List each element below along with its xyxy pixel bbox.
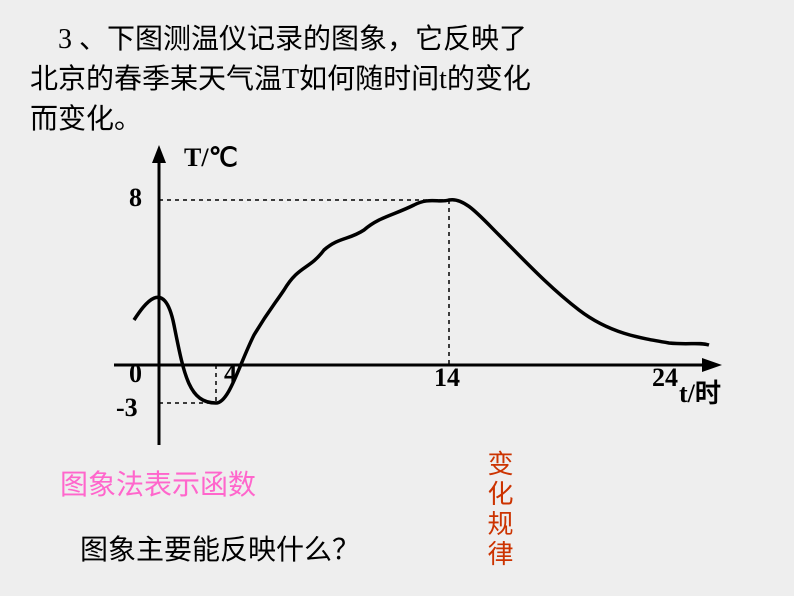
xtick-24: 24 bbox=[652, 363, 678, 393]
bottom-question: 图象主要能反映什么？ bbox=[80, 528, 360, 568]
question-line3: 而变化。 bbox=[30, 100, 142, 141]
x-axis-arrow bbox=[702, 358, 722, 372]
temperature-chart: T/℃ t/时 8 0 -3 4 14 24 bbox=[104, 145, 724, 460]
question-line2: 北京的春季某天气温T如何随时间t的变化 bbox=[30, 60, 531, 101]
ytick-8: 8 bbox=[129, 183, 142, 213]
chart-svg bbox=[104, 145, 724, 460]
x-axis-label: t/时 bbox=[679, 373, 721, 410]
temperature-curve bbox=[134, 200, 709, 403]
xtick-4: 4 bbox=[224, 359, 237, 389]
xtick-14: 14 bbox=[434, 363, 460, 393]
pink-annotation: 图象法表示函数 bbox=[60, 463, 256, 503]
y-axis-label: T/℃ bbox=[184, 143, 238, 173]
red-vertical-annotation: 变化规律 bbox=[480, 450, 517, 570]
ytick-neg3: -3 bbox=[116, 393, 138, 423]
origin-label: 0 bbox=[129, 359, 142, 389]
question-line1: 3 、下图测温仪记录的图象，它反映了 bbox=[30, 20, 527, 61]
y-axis-arrow bbox=[152, 145, 166, 163]
